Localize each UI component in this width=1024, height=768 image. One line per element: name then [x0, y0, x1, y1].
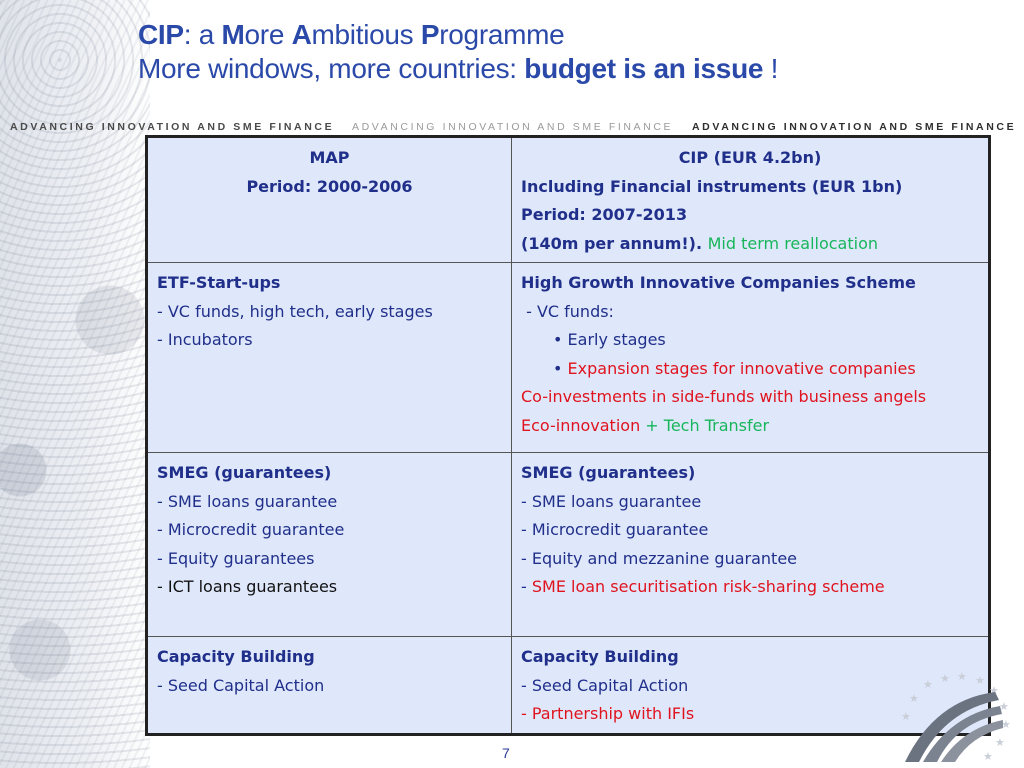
svg-text:★: ★	[1001, 718, 1011, 731]
header-cip-financial: Including Financial instruments (EUR 1bn…	[521, 176, 903, 196]
cell-smeg-map: SMEG (guarantees) - SME loans guarantee …	[146, 452, 512, 637]
title-line-2: More windows, more countries: budget is …	[138, 52, 778, 86]
banner-text-3: ADVANCING INNOVATION AND SME FINANCE	[692, 121, 1017, 133]
svg-text:★: ★	[957, 670, 967, 683]
table-row: SMEG (guarantees) - SME loans guarantee …	[146, 452, 990, 637]
title-ore: ore	[244, 19, 292, 50]
list-item-text: Expansion stages for innovative companie…	[567, 358, 916, 378]
svg-text:★: ★	[909, 692, 919, 705]
slide-title: CIP: a More Ambitious Programme More win…	[138, 18, 778, 86]
cell-capacity-map: Capacity Building - Seed Capital Action	[146, 636, 512, 735]
table-row: Capacity Building - Seed Capital Action …	[146, 636, 990, 735]
svg-text:★: ★	[923, 678, 933, 691]
svg-text:★: ★	[901, 710, 911, 723]
page-number: 7	[502, 745, 510, 761]
list-item: - ICT loans guarantees	[157, 577, 338, 596]
header-cell-map: MAP Period: 2000-2006	[146, 136, 512, 263]
list-item: - Equity and mezzanine guarantee	[521, 548, 797, 568]
cell-title: Capacity Building	[157, 647, 315, 666]
list-dash: -	[521, 577, 532, 596]
cell-title: Capacity Building	[521, 647, 679, 666]
list-item-text: Eco-innovation	[521, 415, 641, 435]
decorative-background	[0, 0, 150, 768]
svg-text:★: ★	[975, 674, 985, 687]
list-item: - SME loans guarantee	[521, 491, 702, 511]
svg-text:★: ★	[989, 684, 999, 697]
title-line-1: CIP: a More Ambitious Programme	[138, 18, 778, 52]
title-cip: CIP	[138, 19, 184, 50]
table-row: ETF-Start-ups - VC funds, high tech, ear…	[146, 262, 990, 453]
banner-strip: ADVANCING INNOVATION AND SME FINANCE ADV…	[0, 120, 1024, 136]
cell-title: ETF-Start-ups	[157, 273, 281, 292]
cell-title: SMEG (guarantees)	[157, 463, 332, 482]
bullet-dot: •	[553, 358, 568, 378]
list-item: Co-investments in side-funds with busine…	[521, 387, 927, 406]
header-cip-period: Period: 2007-2013	[521, 205, 688, 224]
header-cip-note: Mid term reallocation	[707, 233, 879, 253]
list-item: - VC funds, high tech, early stages	[157, 301, 433, 321]
cell-smeg-cip: SMEG (guarantees) - SME loans guarantee …	[511, 452, 990, 637]
cell-etf-startups: ETF-Start-ups - VC funds, high tech, ear…	[146, 262, 512, 453]
title-suffix: !	[763, 53, 779, 84]
list-item: • Expansion stages for innovative compan…	[521, 355, 979, 384]
list-item: - Seed Capital Action	[157, 675, 325, 695]
title-mbitious: mbitious	[311, 19, 421, 50]
banner-text-1: ADVANCING INNOVATION AND SME FINANCE	[10, 121, 335, 133]
comparison-table: MAP Period: 2000-2006 CIP (EUR 4.2bn) In…	[145, 135, 991, 736]
list-item: - Microcredit guarantee	[157, 520, 345, 539]
header-cip-annum-text: (140m per annum!).	[521, 233, 703, 253]
cell-high-growth: High Growth Innovative Companies Scheme …	[511, 262, 990, 453]
list-item: Eco-innovation + Tech Transfer	[521, 412, 979, 441]
list-item: - SME loan securitisation risk-sharing s…	[521, 573, 979, 602]
cell-title: High Growth Innovative Companies Scheme	[521, 273, 916, 292]
list-item: - Partnership with IFIs	[521, 704, 695, 723]
cell-capacity-cip: Capacity Building - Seed Capital Action …	[511, 636, 990, 735]
header-map-title: MAP	[309, 148, 350, 167]
title-p: P	[420, 19, 440, 50]
svg-text:★: ★	[983, 750, 993, 763]
title-prefix: More windows, more countries:	[138, 53, 525, 84]
list-item: - Seed Capital Action	[521, 675, 689, 695]
eu-logo-icon: ★ ★ ★ ★★★ ★★★ ★★	[901, 670, 1011, 763]
header-cell-cip: CIP (EUR 4.2bn) Including Financial inst…	[511, 136, 990, 263]
header-map-period: Period: 2000-2006	[246, 176, 413, 196]
title-a: A	[291, 19, 312, 50]
list-item: - VC funds:	[521, 301, 614, 321]
title-emphasis: budget is an issue	[524, 53, 764, 84]
header-cip-title: CIP (EUR 4.2bn)	[678, 148, 822, 167]
svg-text:★: ★	[940, 672, 950, 685]
title-rogramme: rogramme	[439, 19, 565, 50]
list-item: • Early stages	[553, 330, 666, 349]
list-item: - Equity guarantees	[157, 548, 315, 568]
list-item-text: SME loan securitisation risk-sharing sch…	[531, 577, 885, 596]
svg-text:★: ★	[995, 736, 1005, 749]
header-cip-annum: (140m per annum!). Mid term reallocation	[521, 230, 979, 259]
list-item-extra: + Tech Transfer	[640, 415, 770, 435]
list-item: - SME loans guarantee	[157, 491, 338, 511]
banner-text-2: ADVANCING INNOVATION AND SME FINANCE	[352, 121, 674, 133]
cell-title: SMEG (guarantees)	[521, 463, 696, 482]
list-item: - Microcredit guarantee	[521, 520, 709, 539]
svg-text:★: ★	[999, 700, 1009, 713]
title-sep: : a	[183, 19, 222, 50]
title-m: M	[221, 19, 245, 50]
table-row: MAP Period: 2000-2006 CIP (EUR 4.2bn) In…	[146, 136, 990, 263]
list-item: - Incubators	[157, 330, 253, 349]
